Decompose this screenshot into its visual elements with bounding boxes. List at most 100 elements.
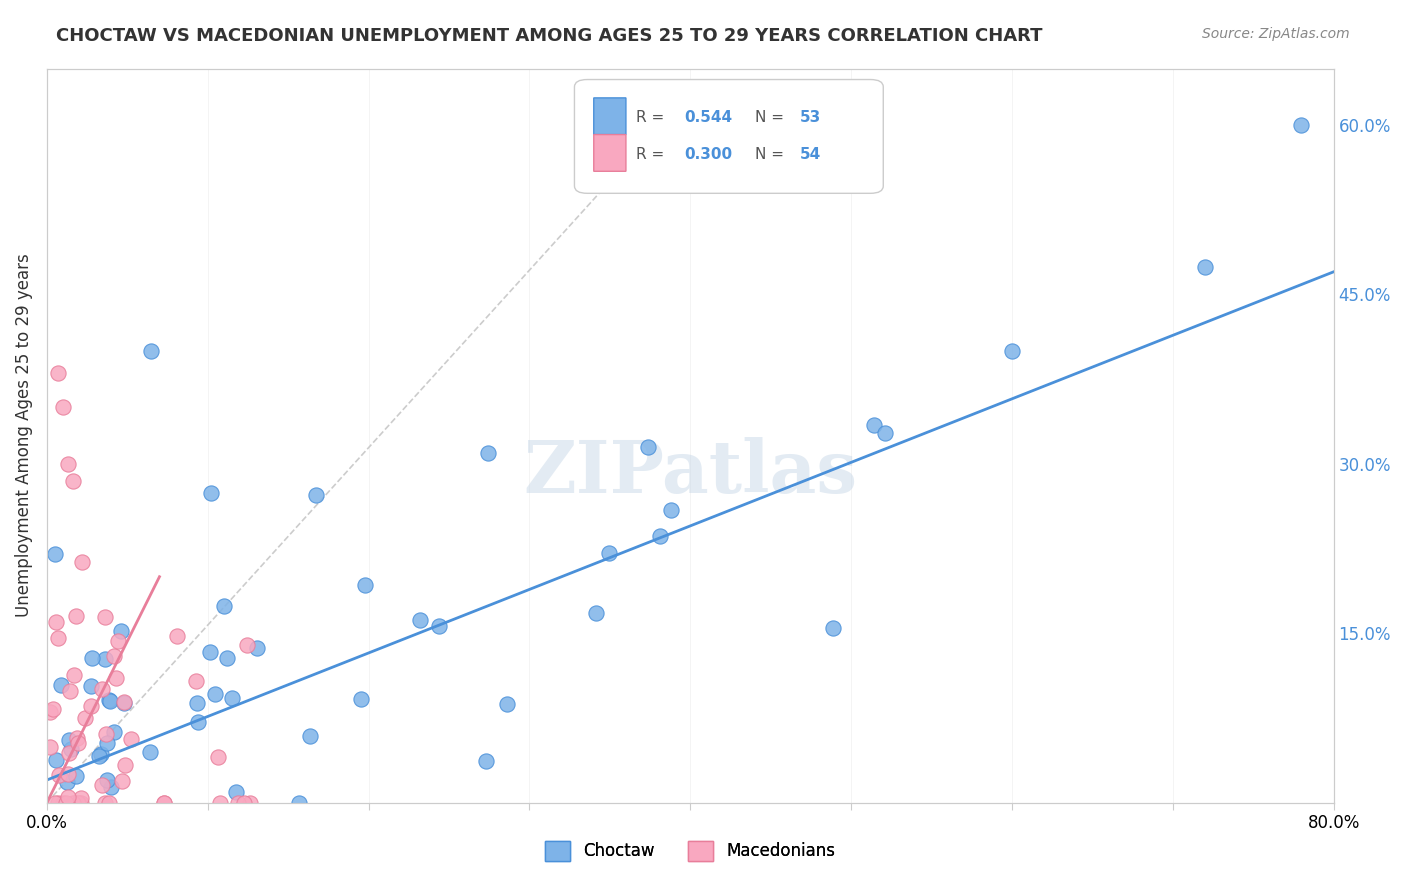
Text: 0.300: 0.300 bbox=[683, 147, 733, 162]
Choctaw bbox=[90, 747, 112, 761]
Choctaw bbox=[288, 796, 311, 810]
Macedonians bbox=[91, 682, 114, 697]
Macedonians bbox=[46, 631, 69, 645]
Choctaw bbox=[139, 745, 162, 759]
Choctaw bbox=[350, 692, 373, 706]
Choctaw bbox=[637, 441, 659, 455]
Choctaw bbox=[354, 578, 377, 592]
Legend: Choctaw, Macedonians: Choctaw, Macedonians bbox=[538, 834, 842, 868]
Choctaw bbox=[80, 650, 103, 665]
Macedonians bbox=[55, 796, 77, 810]
Macedonians bbox=[62, 474, 84, 488]
Choctaw bbox=[103, 724, 125, 739]
Choctaw bbox=[409, 613, 432, 627]
Choctaw bbox=[221, 691, 243, 706]
Macedonians bbox=[120, 732, 142, 747]
Choctaw bbox=[1291, 118, 1313, 132]
Choctaw bbox=[212, 599, 235, 613]
Macedonians bbox=[166, 629, 188, 643]
Macedonians bbox=[239, 796, 262, 810]
Macedonians bbox=[38, 706, 60, 720]
Choctaw bbox=[427, 619, 450, 633]
Macedonians bbox=[103, 649, 125, 664]
Macedonians bbox=[62, 796, 84, 810]
Macedonians bbox=[52, 401, 75, 415]
Macedonians bbox=[70, 555, 93, 569]
Macedonians bbox=[114, 758, 136, 772]
Choctaw bbox=[186, 696, 208, 710]
Choctaw bbox=[198, 645, 221, 659]
Macedonians bbox=[44, 796, 66, 810]
Macedonians bbox=[56, 457, 79, 471]
Macedonians bbox=[59, 684, 82, 698]
Macedonians bbox=[80, 698, 103, 713]
Text: 0.544: 0.544 bbox=[683, 111, 733, 125]
Macedonians bbox=[94, 796, 117, 810]
Text: R =: R = bbox=[637, 111, 669, 125]
Macedonians bbox=[111, 773, 134, 788]
Choctaw bbox=[246, 640, 269, 655]
Macedonians bbox=[232, 796, 254, 810]
Choctaw bbox=[45, 753, 67, 767]
Choctaw bbox=[44, 547, 66, 561]
Macedonians bbox=[93, 609, 115, 624]
Macedonians bbox=[46, 367, 69, 381]
Choctaw bbox=[650, 529, 672, 543]
Choctaw bbox=[496, 697, 519, 711]
Choctaw bbox=[141, 343, 163, 358]
Choctaw bbox=[100, 780, 122, 795]
Macedonians bbox=[70, 790, 93, 805]
Choctaw bbox=[93, 652, 115, 666]
Choctaw bbox=[56, 774, 79, 789]
Macedonians bbox=[70, 796, 93, 810]
Macedonians bbox=[65, 609, 87, 624]
Choctaw bbox=[305, 488, 328, 502]
Choctaw bbox=[204, 687, 226, 701]
Macedonians bbox=[48, 768, 70, 782]
Text: N =: N = bbox=[755, 147, 789, 162]
Macedonians bbox=[58, 747, 80, 761]
Text: ZIPatlas: ZIPatlas bbox=[523, 437, 858, 508]
Macedonians bbox=[66, 731, 89, 745]
Choctaw bbox=[863, 417, 886, 432]
Choctaw bbox=[112, 696, 135, 710]
Macedonians bbox=[107, 634, 129, 648]
Macedonians bbox=[45, 615, 67, 629]
Macedonians bbox=[67, 796, 90, 810]
Macedonians bbox=[42, 701, 65, 715]
Choctaw bbox=[477, 446, 499, 460]
Macedonians bbox=[209, 796, 232, 810]
Choctaw bbox=[215, 650, 238, 665]
Text: CHOCTAW VS MACEDONIAN UNEMPLOYMENT AMONG AGES 25 TO 29 YEARS CORRELATION CHART: CHOCTAW VS MACEDONIAN UNEMPLOYMENT AMONG… bbox=[56, 27, 1043, 45]
Macedonians bbox=[236, 638, 259, 652]
Text: 54: 54 bbox=[800, 147, 821, 162]
Choctaw bbox=[98, 694, 121, 708]
Macedonians bbox=[153, 796, 176, 810]
Choctaw bbox=[821, 621, 844, 635]
Choctaw bbox=[58, 733, 80, 747]
Choctaw bbox=[659, 503, 682, 517]
Choctaw bbox=[51, 678, 73, 692]
Macedonians bbox=[207, 750, 229, 764]
Macedonians bbox=[91, 778, 114, 792]
Macedonians bbox=[184, 674, 207, 689]
Text: R =: R = bbox=[637, 147, 669, 162]
Macedonians bbox=[152, 796, 174, 810]
Macedonians bbox=[52, 796, 75, 810]
Macedonians bbox=[56, 767, 79, 781]
Choctaw bbox=[598, 545, 620, 559]
Choctaw bbox=[475, 754, 498, 768]
Macedonians bbox=[38, 739, 60, 754]
Choctaw bbox=[96, 736, 118, 750]
Macedonians bbox=[104, 671, 127, 685]
Macedonians bbox=[56, 790, 79, 805]
Text: 53: 53 bbox=[800, 111, 821, 125]
Choctaw bbox=[187, 714, 209, 729]
Y-axis label: Unemployment Among Ages 25 to 29 years: Unemployment Among Ages 25 to 29 years bbox=[15, 253, 32, 617]
FancyBboxPatch shape bbox=[593, 98, 626, 135]
FancyBboxPatch shape bbox=[593, 135, 626, 171]
Macedonians bbox=[67, 736, 90, 750]
Text: N =: N = bbox=[755, 111, 789, 125]
Macedonians bbox=[46, 796, 69, 810]
Choctaw bbox=[298, 730, 321, 744]
